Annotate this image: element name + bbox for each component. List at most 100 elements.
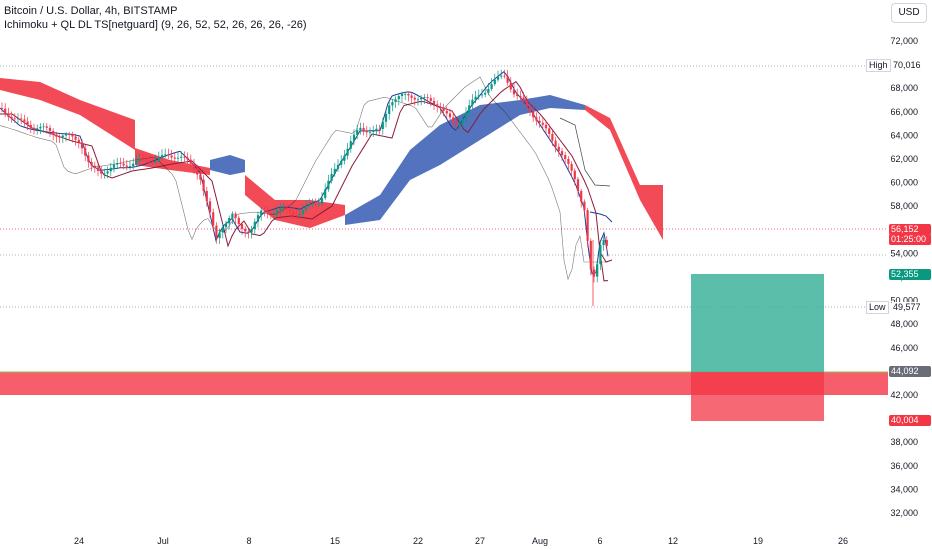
candle-body — [324, 189, 327, 199]
low-label: Low — [866, 301, 889, 314]
symbol-title[interactable]: Bitcoin / U.S. Dollar, 4h, BITSTAMP — [4, 5, 178, 17]
candle-body — [400, 94, 404, 97]
candle-body — [548, 128, 551, 134]
candle-body — [570, 163, 573, 171]
candle-body — [496, 76, 500, 80]
candle-body — [432, 100, 436, 105]
candle-body — [346, 148, 349, 156]
candle-body — [272, 212, 276, 215]
candle-body — [416, 99, 420, 101]
candle-body — [308, 204, 311, 207]
leading-span-line — [559, 117, 611, 187]
candle-body — [218, 232, 221, 239]
candle-body — [282, 207, 285, 209]
candle-body — [215, 225, 218, 239]
candle-body — [557, 146, 560, 152]
kumo-segment — [345, 95, 585, 225]
candle-body — [576, 179, 580, 191]
candle-body — [388, 105, 391, 114]
indicator-label[interactable]: Ichimoku + QL DL TS[netguard] (9, 26, 52… — [4, 19, 307, 31]
currency-button[interactable]: USD — [891, 3, 927, 23]
candle-body — [490, 84, 493, 89]
candle-body — [519, 96, 522, 98]
candle-body — [365, 130, 368, 133]
candle-body — [186, 157, 189, 160]
candle-body — [58, 136, 61, 138]
candle-body — [394, 99, 397, 103]
candle-body — [602, 239, 605, 246]
price-tick-label: 60,000 — [890, 178, 918, 188]
time-tick-label: 27 — [475, 536, 485, 546]
ichimoku-cloud — [0, 78, 663, 240]
candle-body — [157, 157, 160, 161]
candle-body — [352, 134, 356, 142]
candle-body — [212, 212, 215, 226]
candle-body — [301, 209, 304, 215]
candle-body — [148, 160, 151, 163]
candle-body — [170, 155, 173, 158]
time-axis[interactable]: 24 Jul 8 15 22 27 Aug 6 12 19 26 — [74, 536, 848, 546]
candle-body — [276, 210, 279, 213]
time-tick-label: Aug — [532, 536, 548, 546]
candle-body — [375, 128, 378, 131]
candle-body — [244, 228, 247, 232]
candle-body — [106, 171, 109, 174]
candle-body — [205, 190, 208, 202]
candle-body — [528, 106, 532, 112]
candle-body — [228, 218, 231, 224]
candle-body — [199, 174, 202, 180]
candle-body — [359, 127, 362, 131]
zone-top-tag: 44,092 — [889, 366, 931, 377]
time-tick-label: 12 — [668, 536, 678, 546]
candle-body — [247, 231, 250, 233]
price-tick-label: 62,000 — [890, 154, 918, 164]
candle-body — [535, 117, 538, 121]
candle-body — [84, 148, 87, 156]
candle-body — [516, 94, 519, 97]
price-tick-label: 72,000 — [890, 36, 918, 46]
candle-body — [260, 210, 263, 216]
candle-body — [372, 130, 375, 132]
candle-body — [285, 207, 288, 210]
position-zones[interactable] — [0, 274, 888, 421]
candle-body — [317, 203, 320, 205]
candle-body — [32, 127, 36, 130]
price-tick-label: 38,000 — [890, 437, 918, 447]
candle-body — [458, 123, 461, 127]
time-tick-label: 15 — [330, 536, 340, 546]
candle-body — [250, 228, 253, 233]
price-tick-label: 34,000 — [890, 484, 918, 494]
candle-body — [231, 213, 234, 219]
candle-body — [426, 97, 429, 99]
stop-price-tag: 40,004 — [889, 415, 931, 426]
candle-body — [7, 113, 10, 117]
candle-body — [237, 217, 240, 225]
candle-body — [480, 94, 484, 96]
candle-body — [580, 190, 583, 202]
candle-body — [500, 75, 503, 77]
candle-body — [336, 164, 340, 169]
grid-lines — [0, 65, 888, 308]
candle-body — [20, 118, 23, 120]
price-tick-label: 68,000 — [890, 83, 918, 93]
candle-body — [429, 98, 432, 101]
candle-body — [445, 110, 448, 114]
candle-body — [471, 99, 474, 106]
time-tick-label: Jul — [157, 536, 169, 546]
candle-body — [208, 201, 212, 213]
candle-body — [103, 173, 106, 175]
high-value: 70,016 — [891, 60, 923, 71]
candle-body — [333, 168, 336, 174]
target-price-tag: 52,355 — [889, 269, 931, 280]
candle-body — [10, 116, 13, 119]
candle-body — [266, 211, 269, 214]
candle-body — [42, 126, 45, 128]
time-tick-label: 19 — [753, 536, 763, 546]
candle-body — [96, 167, 100, 171]
price-tick-label: 42,000 — [890, 390, 918, 400]
kijun-line-tail — [599, 251, 613, 263]
candle-body — [464, 112, 468, 119]
candle-body — [61, 135, 64, 137]
candle-body — [93, 165, 96, 168]
